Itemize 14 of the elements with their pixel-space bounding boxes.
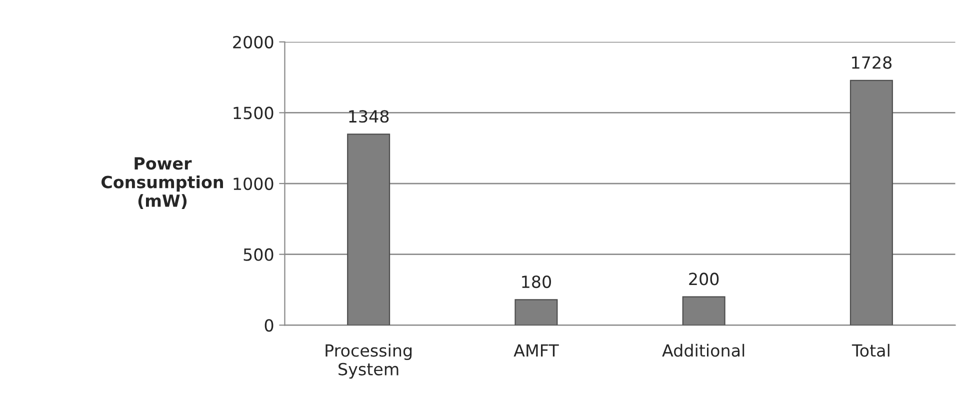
y-tick-label: 500: [244, 248, 274, 261]
data-label: 180: [522, 275, 551, 288]
data-label: 1348: [349, 110, 389, 123]
y-tick-label: 1000: [234, 177, 274, 190]
y-axis-title: Power Consumption (mW): [101, 157, 223, 209]
x-tick-label: Total: [852, 344, 890, 357]
y-tick-label: 0: [264, 319, 274, 332]
x-tick-label: AMFT: [514, 344, 559, 357]
y-tick-label: 1500: [234, 106, 274, 120]
data-label: 200: [689, 272, 719, 286]
data-label: 1728: [852, 56, 892, 69]
x-tick-label: Processing System: [326, 344, 412, 379]
x-tick-label: Additional: [662, 344, 744, 357]
y-tick-label: 2000: [233, 36, 274, 48]
